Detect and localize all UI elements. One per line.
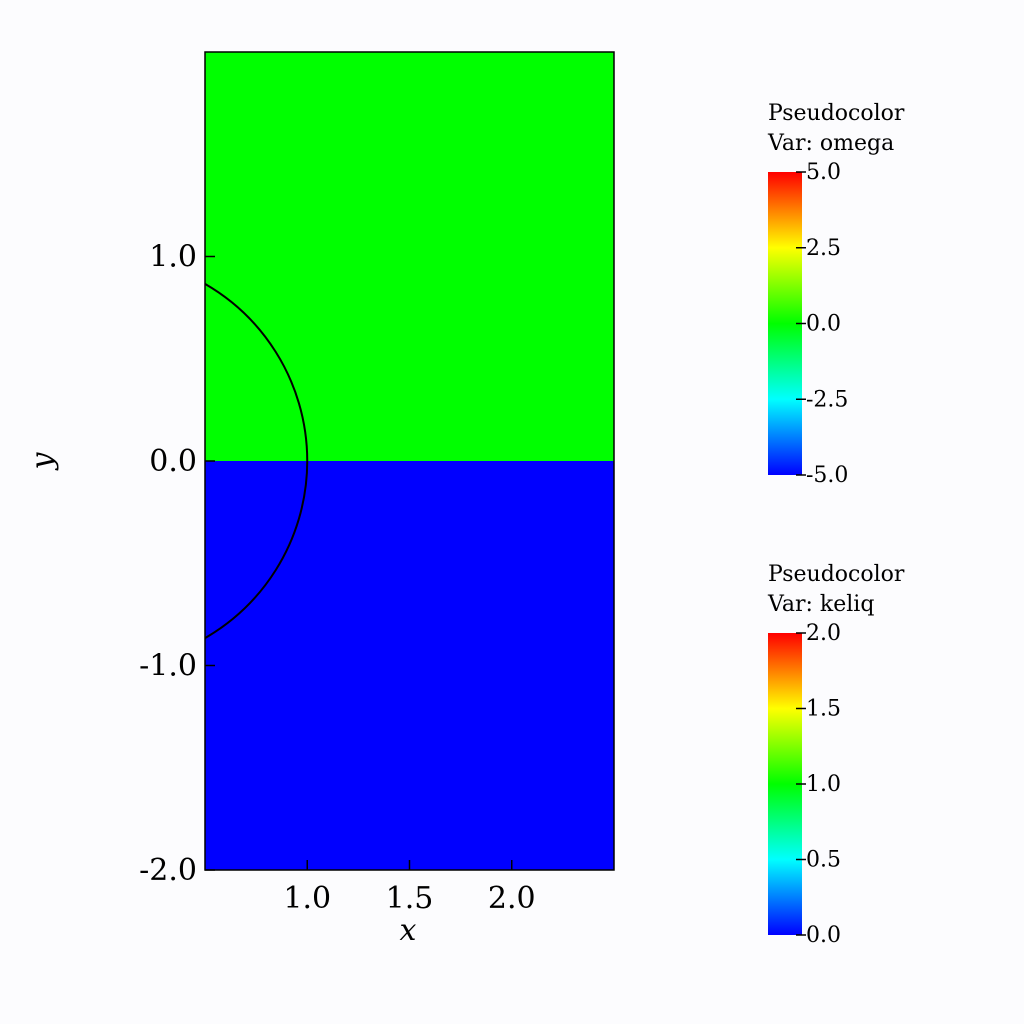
colorbar-tick-label: 2.5	[806, 236, 841, 261]
colorbar-tick-label: 1.5	[806, 697, 841, 722]
y-tick-label: -2.0	[139, 853, 197, 888]
y-tick-label: 1.0	[149, 240, 197, 275]
region	[205, 461, 614, 870]
x-tick-label: 1.5	[386, 881, 434, 916]
legend-var: Var: omega	[767, 131, 894, 156]
y-tick-label: -1.0	[139, 649, 197, 684]
colorbar-tick-label: 1.0	[806, 772, 841, 797]
x-tick-label: 1.0	[283, 881, 331, 916]
x-tick-label: 2.0	[488, 881, 536, 916]
region	[205, 52, 614, 461]
colorbar-tick-label: 0.0	[806, 923, 841, 948]
colorbar-tick-label: 5.0	[806, 160, 841, 185]
legend-title: Pseudocolor	[768, 562, 905, 587]
legend-var: Var: keliq	[767, 592, 874, 617]
colorbar-tick-label: 2.0	[806, 621, 841, 646]
y-tick-label: 0.0	[149, 444, 197, 479]
colorbar-tick-label: -5.0	[806, 463, 848, 488]
contour-arc	[204, 283, 309, 639]
legend-title: Pseudocolor	[768, 101, 905, 126]
colorbar-tick-label: -2.5	[806, 387, 848, 412]
x-axis-label: x	[400, 913, 417, 948]
colorbar-tick-label: 0.5	[806, 848, 841, 873]
y-axis-label: y	[25, 451, 60, 471]
colorbar-tick-label: 0.0	[806, 312, 841, 337]
